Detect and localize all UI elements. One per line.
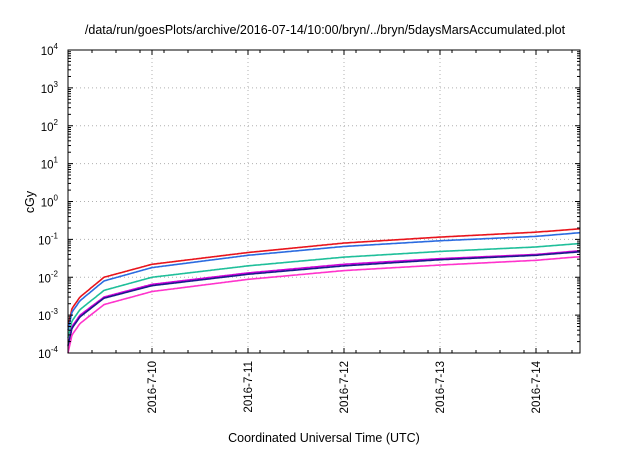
y-tick-base: 10 [38, 349, 51, 361]
y-tick-exponent: -4 [51, 345, 59, 354]
y-tick-base: 10 [41, 84, 54, 96]
y-tick-label: 10-3 [38, 307, 58, 323]
y-tick-exponent: 3 [54, 80, 59, 89]
series-line [67, 251, 581, 347]
y-tick-base: 10 [41, 122, 54, 134]
x-tick-label: 2016-7-14 [531, 360, 543, 413]
y-axis-label: cGy [23, 190, 37, 213]
series-layer [67, 228, 581, 354]
y-tick-label: 101 [41, 156, 59, 172]
x-tick-label: 2016-7-10 [147, 361, 159, 413]
y-tick-label: 104 [41, 42, 59, 58]
y-tick-base: 10 [38, 311, 51, 323]
x-tick-label: 2016-7-12 [339, 361, 351, 413]
y-tick-exponent: 2 [54, 118, 59, 127]
y-tick-label: 102 [41, 118, 59, 134]
y-tick-label: 10-4 [38, 345, 58, 361]
series-line [67, 242, 581, 339]
y-tick-base: 10 [41, 160, 54, 172]
y-tick-label: 103 [41, 80, 59, 96]
y-tick-base: 10 [38, 273, 51, 285]
y-tick-label: 10-2 [38, 269, 58, 285]
x-tick-label: 2016-7-13 [435, 361, 447, 413]
y-tick-base: 10 [41, 46, 54, 58]
y-tick-exponent: -2 [51, 269, 59, 278]
y-tick-exponent: 0 [54, 194, 59, 203]
y-tick-label: 10-1 [38, 231, 58, 247]
series-line [67, 231, 581, 331]
grid [68, 50, 580, 353]
series-line [67, 228, 581, 327]
y-tick-exponent: 4 [54, 42, 59, 51]
y-tick-base: 10 [38, 235, 51, 247]
x-axis-label: Coordinated Universal Time (UTC) [228, 431, 420, 445]
series-line [67, 250, 581, 346]
y-tick-label: 100 [41, 194, 59, 210]
y-tick-exponent: -3 [51, 307, 59, 316]
x-tick-label: 2016-7-11 [243, 361, 255, 413]
chart-title: /data/run/goesPlots/archive/2016-07-14/1… [85, 23, 566, 37]
series-line [67, 255, 581, 354]
y-tick-base: 10 [41, 198, 54, 210]
ticks: 10-410-310-210-11001011021031042016-7-10… [38, 42, 580, 413]
y-tick-exponent: -1 [51, 231, 59, 240]
y-tick-exponent: 1 [54, 156, 59, 165]
